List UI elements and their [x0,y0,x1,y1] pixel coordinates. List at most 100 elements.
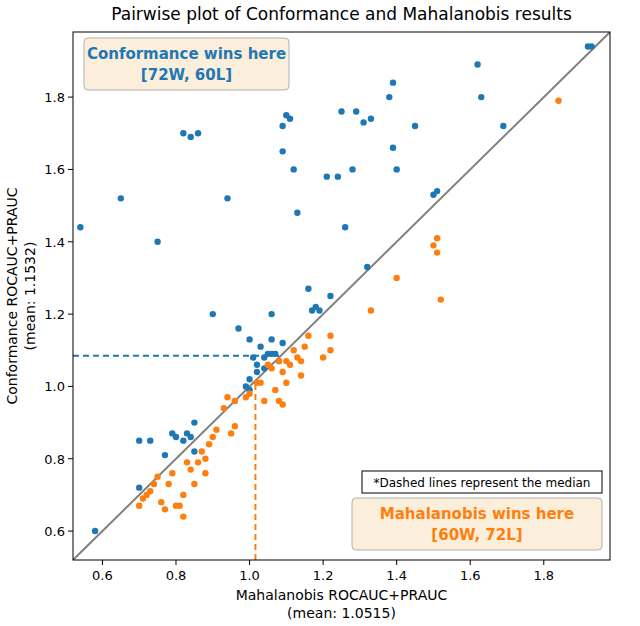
point [246,390,252,396]
point [588,43,594,49]
point [368,116,374,122]
x-axis-mean: (mean: 1.0515) [287,605,396,621]
median-y [73,355,281,357]
x-tick [102,560,103,565]
point [287,116,293,122]
point [438,296,444,302]
point [338,108,344,114]
x-tick-label: 1.0 [239,568,260,583]
point [169,470,175,476]
annotation-count: [60W, 72L] [431,526,522,544]
point [283,380,289,386]
point [320,354,326,360]
point [434,235,440,241]
point [136,503,142,509]
point [224,195,230,201]
y-tick [68,241,73,242]
point [136,484,142,490]
point [154,239,160,245]
point [302,343,308,349]
point [77,224,83,230]
y-tick [68,314,73,315]
point [276,358,282,364]
point [279,148,285,154]
x-axis-label: Mahalanobis ROCAUC+PRAUC [236,587,448,603]
x-tick [175,560,176,565]
x-tick-label: 1.8 [533,568,554,583]
title: Pairwise plot of Conformance and Mahalan… [111,4,572,24]
point [500,123,506,129]
point [290,347,296,353]
point [390,145,396,151]
x-tick-label: 1.4 [386,568,407,583]
point [279,369,285,375]
point [180,513,186,519]
chart: Pairwise plot of Conformance and Mahalan… [0,0,640,626]
point [327,293,333,299]
point [118,195,124,201]
y-axis-mean: (mean: 1.1532) [22,242,38,351]
point [268,365,274,371]
point [165,481,171,487]
note-box [362,471,602,493]
point [257,343,263,349]
point [272,351,278,357]
point [327,347,333,353]
y-tick-label: 1.8 [44,90,65,105]
y-tick-label: 0.6 [44,524,65,539]
note: *Dashed lines represent the median [374,476,591,490]
point [342,224,348,230]
point [213,427,219,433]
point [195,459,201,465]
y-axis-label: Conformance ROCAUC+PRAUC [4,187,20,404]
point [390,79,396,85]
point [268,311,274,317]
point [176,503,182,509]
point [279,340,285,346]
x-tick [249,560,250,565]
plot-area [73,32,610,560]
y-tick [68,386,73,387]
point [279,123,285,129]
y-tick-label: 1.6 [44,162,65,177]
point [243,383,249,389]
y-tick [68,97,73,98]
point [195,130,201,136]
point [386,94,392,100]
point [335,173,341,179]
point [180,130,186,136]
point [279,401,285,407]
point [162,452,168,458]
point [224,394,230,400]
y-tick-label: 1.0 [44,379,65,394]
point [316,307,322,313]
point [555,98,561,104]
point [261,398,267,404]
point [136,437,142,443]
point [154,474,160,480]
x-tick-label: 1.2 [313,568,334,583]
point [232,398,238,404]
point [268,336,274,342]
point [412,123,418,129]
point [474,61,480,67]
point [180,492,186,498]
x-tick [396,560,397,565]
y-tick [68,531,73,532]
x-tick-label: 0.6 [92,568,113,583]
point [210,434,216,440]
point [191,419,197,425]
point [250,354,256,360]
point [434,188,440,194]
point [158,499,164,505]
point [151,481,157,487]
y-tick-label: 0.8 [44,452,65,467]
point [272,387,278,393]
median-x [254,381,256,560]
annotation-box [84,38,289,90]
y-tick [68,458,73,459]
point [298,358,304,364]
point [287,362,293,368]
y-tick-label: 1.4 [44,235,65,250]
point [254,362,260,368]
